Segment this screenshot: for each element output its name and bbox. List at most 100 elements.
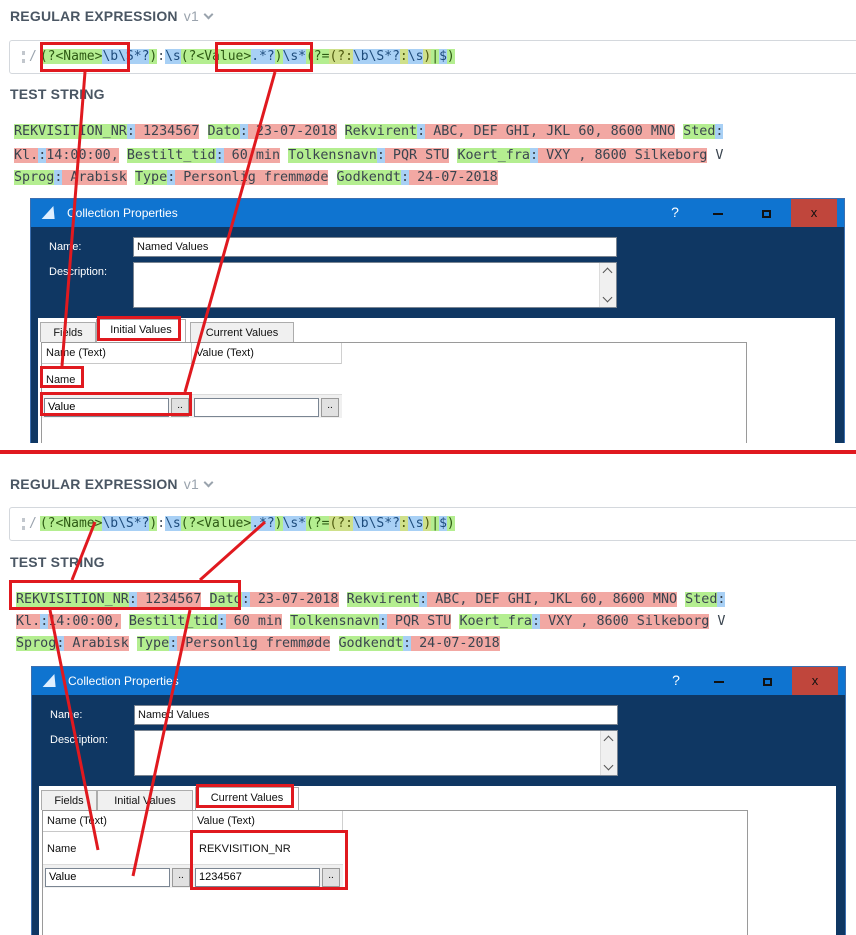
grid-header: Name (Text) Value (Text) (42, 343, 342, 364)
close-button[interactable]: x (792, 667, 838, 695)
dialog-title: Collection Properties (68, 674, 179, 688)
maximize-button[interactable] (743, 199, 789, 227)
ellipsis-button[interactable]: .. (322, 868, 340, 887)
regex-delimiter: / (29, 516, 37, 531)
regex-token: \s* (282, 49, 306, 64)
collection-properties-dialog: Collection Properties ? x Name: Named Va… (31, 666, 846, 935)
regex-token: \b\S*? (352, 49, 400, 64)
drag-handle-icon (22, 517, 25, 530)
tab-fields[interactable]: Fields (40, 322, 96, 342)
regex-delimiter: / (29, 49, 37, 64)
test-line: Sprog: Arabisk Type: Personlig fremmøde … (14, 170, 498, 185)
dialog-content: Fields Initial Values Current Values Nam… (38, 318, 835, 443)
values-grid: Name (Text) Value (Text) Name Value .. .… (41, 342, 747, 443)
scroll-up-icon[interactable] (603, 735, 614, 746)
regex-input[interactable]: / (?<Name>\b\S*?):\s(?<Value>.*?)\s*(?=(?… (9, 507, 856, 541)
help-button[interactable]: ? (671, 204, 679, 220)
value-field[interactable]: 1234567 (195, 868, 320, 887)
bottom-screenshot-panel: REGULAR EXPRESSION v1 /(?<Name>\b\S*?):\s… (0, 466, 856, 935)
minimize-icon (713, 212, 723, 215)
maximize-icon (762, 677, 772, 686)
ellipsis-button[interactable]: .. (172, 868, 190, 887)
tab-fields[interactable]: Fields (41, 790, 97, 810)
regex-section-label[interactable]: REGULAR EXPRESSION v1 (10, 8, 214, 24)
regex-version[interactable]: v1 (183, 476, 199, 492)
chevron-down-icon[interactable] (203, 477, 214, 488)
row-value-field[interactable]: Value (45, 868, 170, 887)
test-line: Kl.:14:00:00, Bestilt_tid: 60 min Tolken… (16, 614, 726, 629)
test-line: REKVISITION_NR: 1234567 Dato: 23-07-2018… (14, 124, 724, 139)
collection-properties-dialog: Collection Properties ? x Name: Named Va… (30, 198, 845, 443)
value-field[interactable] (194, 398, 319, 417)
minimize-icon (714, 680, 724, 683)
description-scrollbar[interactable] (599, 263, 616, 307)
tab-initial-values[interactable]: Initial Values (96, 319, 186, 342)
app-logo-icon (41, 206, 58, 219)
chevron-down-icon[interactable] (203, 9, 214, 20)
regex-token: : (399, 516, 408, 531)
regex-token: \s (165, 49, 181, 64)
dialog-titlebar[interactable]: Collection Properties ? x (31, 199, 844, 227)
maximize-button[interactable] (744, 667, 790, 695)
minimize-button[interactable] (695, 199, 741, 227)
regex-token: : (157, 49, 166, 64)
description-label: Description: (49, 266, 108, 278)
name-field[interactable]: Named Values (134, 705, 618, 725)
regex-token: (?: (329, 49, 353, 64)
column-header-value[interactable]: Value (Text) (192, 343, 342, 364)
regex-token: | (431, 49, 440, 64)
regex-version[interactable]: v1 (183, 8, 199, 24)
regex-token: ) (446, 49, 455, 64)
name-label: Name: (49, 241, 82, 253)
regex-token: : (157, 516, 166, 531)
row-value-field[interactable]: Value (44, 398, 169, 417)
scroll-down-icon[interactable] (603, 760, 614, 771)
description-field[interactable] (133, 262, 617, 308)
regex-token: (?: (329, 516, 353, 531)
description-scrollbar[interactable] (600, 731, 617, 775)
regex-token: (?<Value> (180, 49, 252, 64)
regex-token: \b\S*? (102, 49, 150, 64)
regex-token: .*? (251, 49, 275, 64)
regex-token: | (431, 516, 440, 531)
grid-header: Name (Text) Value (Text) (43, 811, 343, 832)
minimize-button[interactable] (696, 667, 742, 695)
regex-token: (?<Value> (180, 516, 252, 531)
regex-token: \s* (282, 516, 306, 531)
test-line: REKVISITION_NR: 1234567 Dato: 23-07-2018… (16, 592, 726, 607)
close-button[interactable]: x (791, 199, 837, 227)
regex-input[interactable]: / (?<Name>\b\S*?):\s(?<Value>.*?)\s*(?=(?… (9, 40, 856, 74)
regex-section-label[interactable]: REGULAR EXPRESSION v1 (10, 476, 214, 492)
regex-token: \b\S*? (102, 516, 150, 531)
dialog-titlebar[interactable]: Collection Properties ? x (32, 667, 845, 695)
current-name-value-cell[interactable]: REKVISITION_NR (199, 843, 291, 855)
regex-token: ) (149, 516, 158, 531)
regex-token: $ (439, 516, 447, 531)
name-field[interactable]: Named Values (133, 237, 617, 257)
regex-token: (?<Name> (39, 516, 103, 531)
edit-row: Value .. 1234567 .. (43, 864, 343, 888)
tab-initial-values[interactable]: Initial Values (97, 790, 193, 810)
column-header-name[interactable]: Name (Text) (42, 343, 192, 364)
scroll-down-icon[interactable] (602, 292, 613, 303)
tab-current-values[interactable]: Current Values (195, 787, 299, 810)
regex-token: (?<Name> (39, 49, 103, 64)
regex-token: ) (446, 516, 455, 531)
panel-divider (0, 450, 856, 454)
regex-token: \s (165, 516, 181, 531)
app-logo-icon (42, 674, 59, 687)
ellipsis-button[interactable]: .. (171, 398, 189, 417)
column-header-value[interactable]: Value (Text) (193, 811, 343, 832)
row-name-cell[interactable]: Name (47, 843, 77, 855)
scroll-up-icon[interactable] (602, 267, 613, 278)
regex-token: \s (407, 49, 424, 64)
row-name-cell[interactable]: Name (46, 374, 76, 386)
column-header-name[interactable]: Name (Text) (43, 811, 193, 832)
help-button[interactable]: ? (672, 672, 680, 688)
description-field[interactable] (134, 730, 618, 776)
tab-current-values[interactable]: Current Values (190, 322, 294, 342)
regex-token: \b\S*? (352, 516, 400, 531)
ellipsis-button[interactable]: .. (321, 398, 339, 417)
test-string-label: TEST STRING (10, 554, 105, 570)
test-line: Kl.:14:00:00, Bestilt_tid: 60 min Tolken… (14, 148, 724, 163)
